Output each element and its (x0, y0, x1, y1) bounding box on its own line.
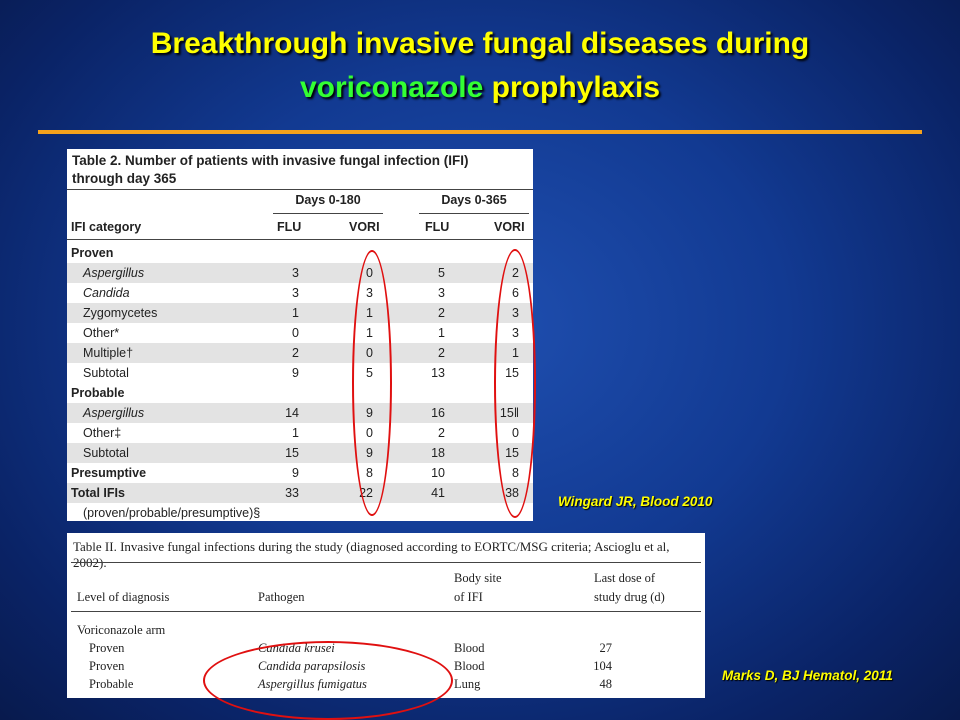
table-2-group-rule-2 (419, 213, 529, 214)
row-value: 15 (285, 446, 299, 460)
table-ii-cell-dose: 48 (599, 677, 613, 691)
row-value: 14 (285, 406, 299, 420)
table-row: Aspergillus 14 9 16 15‖ (67, 403, 533, 423)
row-value: 2 (438, 306, 445, 320)
table-row: Presumptive 9 8 10 8 (67, 463, 533, 483)
table-ii-rule-top (71, 562, 701, 563)
table-2-group-days-0-365: Days 0-365 (441, 193, 507, 207)
table-row: Proven (67, 243, 533, 263)
slide-title: Breakthrough invasive fungal diseases du… (0, 22, 960, 110)
table-ii-cell-site: Blood (454, 659, 485, 673)
row-label: Other‡ (83, 426, 122, 440)
row-value: 9 (292, 366, 299, 380)
row-label: Aspergillus (83, 406, 145, 420)
row-label: Presumptive (71, 466, 147, 480)
citation-marks: Marks D, BJ Hematol, 2011 (722, 668, 893, 683)
row-value: 1 (292, 426, 299, 440)
table-2-col-flu-1: FLU (277, 220, 302, 234)
row-label: Subtotal (83, 366, 129, 380)
highlight-oval-pathogens (203, 641, 453, 720)
table-row: Subtotal 15 9 18 15 (67, 443, 533, 463)
highlight-oval-vori-365 (494, 249, 536, 518)
row-label: Proven (71, 246, 114, 260)
row-label: Other* (83, 326, 120, 340)
table-ii-rule-header (71, 611, 701, 612)
row-value: 5 (438, 266, 445, 280)
table-2-image: Table 2. Number of patients with invasiv… (67, 149, 533, 521)
row-value: 16 (431, 406, 445, 420)
row-value: 3 (292, 266, 299, 280)
row-value: 1 (438, 326, 445, 340)
table-2-col-category: IFI category (71, 220, 142, 234)
row-label: Zygomycetes (83, 306, 158, 320)
row-label: (proven/probable/presumptive)§ (83, 506, 261, 520)
table-2-caption-line-1: Table 2. Number of patients with invasiv… (72, 153, 469, 168)
table-2-caption-line-2: through day 365 (72, 171, 177, 186)
highlight-oval-vori-180 (352, 250, 392, 516)
row-value: 41 (431, 486, 445, 500)
row-value: 0 (292, 326, 299, 340)
table-2-col-flu-2: FLU (425, 220, 450, 234)
table-ii-cell-site: Lung (454, 677, 481, 691)
table-2-rule-top (67, 189, 533, 190)
title-line-2-rest: prophylaxis (483, 71, 661, 104)
table-row: Aspergillus 3 0 5 2 (67, 263, 533, 283)
row-value: 2 (438, 346, 445, 360)
title-divider (38, 130, 922, 134)
title-drug-name: voriconazole (299, 71, 484, 104)
row-value: 18 (431, 446, 445, 460)
row-value: 3 (292, 286, 299, 300)
row-value: 33 (285, 486, 299, 500)
table-row: (proven/probable/presumptive)§ (67, 503, 533, 523)
table-row: Candida 3 3 3 6 (67, 283, 533, 303)
row-value: 13 (431, 366, 445, 380)
table-ii-col-site-1: Body site (454, 571, 502, 585)
table-ii-cell-site: Blood (454, 641, 485, 655)
table-row: Other* 0 1 1 3 (67, 323, 533, 343)
table-row: Zygomycetes 1 1 2 3 (67, 303, 533, 323)
table-ii-col-pathogen: Pathogen (258, 590, 305, 604)
table-ii-col-level: Level of diagnosis (77, 590, 170, 604)
row-label: Subtotal (83, 446, 129, 460)
table-ii-cell-dose: 104 (593, 659, 612, 673)
table-ii-cell-dose: 27 (599, 641, 613, 655)
table-ii-cell-level: Probable (89, 677, 134, 691)
row-value: 2 (292, 346, 299, 360)
row-label: Multiple† (83, 346, 134, 360)
table-row: Other‡ 1 0 2 0 (67, 423, 533, 443)
table-ii-caption: Table II. Invasive fungal infections dur… (73, 539, 670, 570)
table-ii-col-dose-1: Last dose of (594, 571, 656, 585)
row-value: 10 (431, 466, 445, 480)
table-ii-cell-level: Proven (89, 641, 125, 655)
table-row: Multiple† 2 0 2 1 (67, 343, 533, 363)
table-row: Total IFIs 33 22 41 38 (67, 483, 533, 503)
row-label: Aspergillus (83, 266, 145, 280)
row-label: Total IFIs (71, 486, 125, 500)
table-2-group-rule-1 (273, 213, 383, 214)
table-2-rule-header (67, 239, 533, 240)
table-2-col-vori-1: VORI (349, 220, 380, 234)
table-row: Subtotal 9 5 13 15 (67, 363, 533, 383)
row-label: Candida (83, 286, 130, 300)
row-value: 3 (438, 286, 445, 300)
table-row: Probable (67, 383, 533, 403)
table-2-caption: Table 2. Number of patients with invasiv… (72, 152, 469, 188)
row-value: 1 (292, 306, 299, 320)
table-ii-col-dose-2: study drug (d) (594, 590, 665, 604)
row-label: Probable (71, 386, 125, 400)
citation-wingard: Wingard JR, Blood 2010 (558, 494, 713, 509)
table-ii-arm-label: Voriconazole arm (77, 623, 166, 637)
table-2-group-days-0-180: Days 0-180 (295, 193, 361, 207)
table-2-col-vori-2: VORI (494, 220, 525, 234)
title-line-2: voriconazole prophylaxis (0, 66, 960, 110)
row-value: 9 (292, 466, 299, 480)
table-ii-col-site-2: of IFI (454, 590, 483, 604)
row-value: 2 (438, 426, 445, 440)
table-ii-cell-level: Proven (89, 659, 125, 673)
title-line-1: Breakthrough invasive fungal diseases du… (150, 27, 810, 60)
